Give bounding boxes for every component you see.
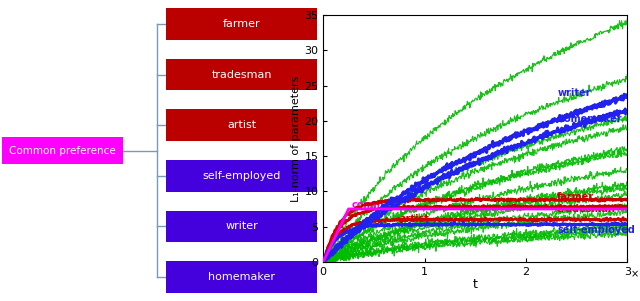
Text: farmer: farmer [557,192,595,202]
Text: artist: artist [227,120,256,130]
Text: common: common [351,200,397,210]
FancyBboxPatch shape [166,261,317,293]
X-axis label: t: t [473,278,477,291]
Text: tradesman: tradesman [211,70,272,80]
Text: homemaker: homemaker [208,272,275,282]
Y-axis label: L₁-norm of parameters: L₁-norm of parameters [291,75,301,202]
FancyBboxPatch shape [166,59,317,90]
FancyBboxPatch shape [166,160,317,191]
Text: tradesman: tradesman [557,204,616,214]
FancyBboxPatch shape [166,109,317,141]
Text: self-employed: self-employed [557,225,635,235]
FancyBboxPatch shape [166,210,317,242]
Text: self-employed: self-employed [202,171,281,181]
Text: Common preference: Common preference [9,145,116,156]
FancyBboxPatch shape [166,8,317,40]
Text: farmer: farmer [223,19,260,29]
Text: writer: writer [225,221,258,231]
Text: $\times 10^4$: $\times 10^4$ [630,266,640,280]
FancyBboxPatch shape [2,137,123,164]
Text: artist: artist [399,214,429,224]
Text: homemaker: homemaker [557,114,622,124]
Text: writer: writer [557,88,591,98]
